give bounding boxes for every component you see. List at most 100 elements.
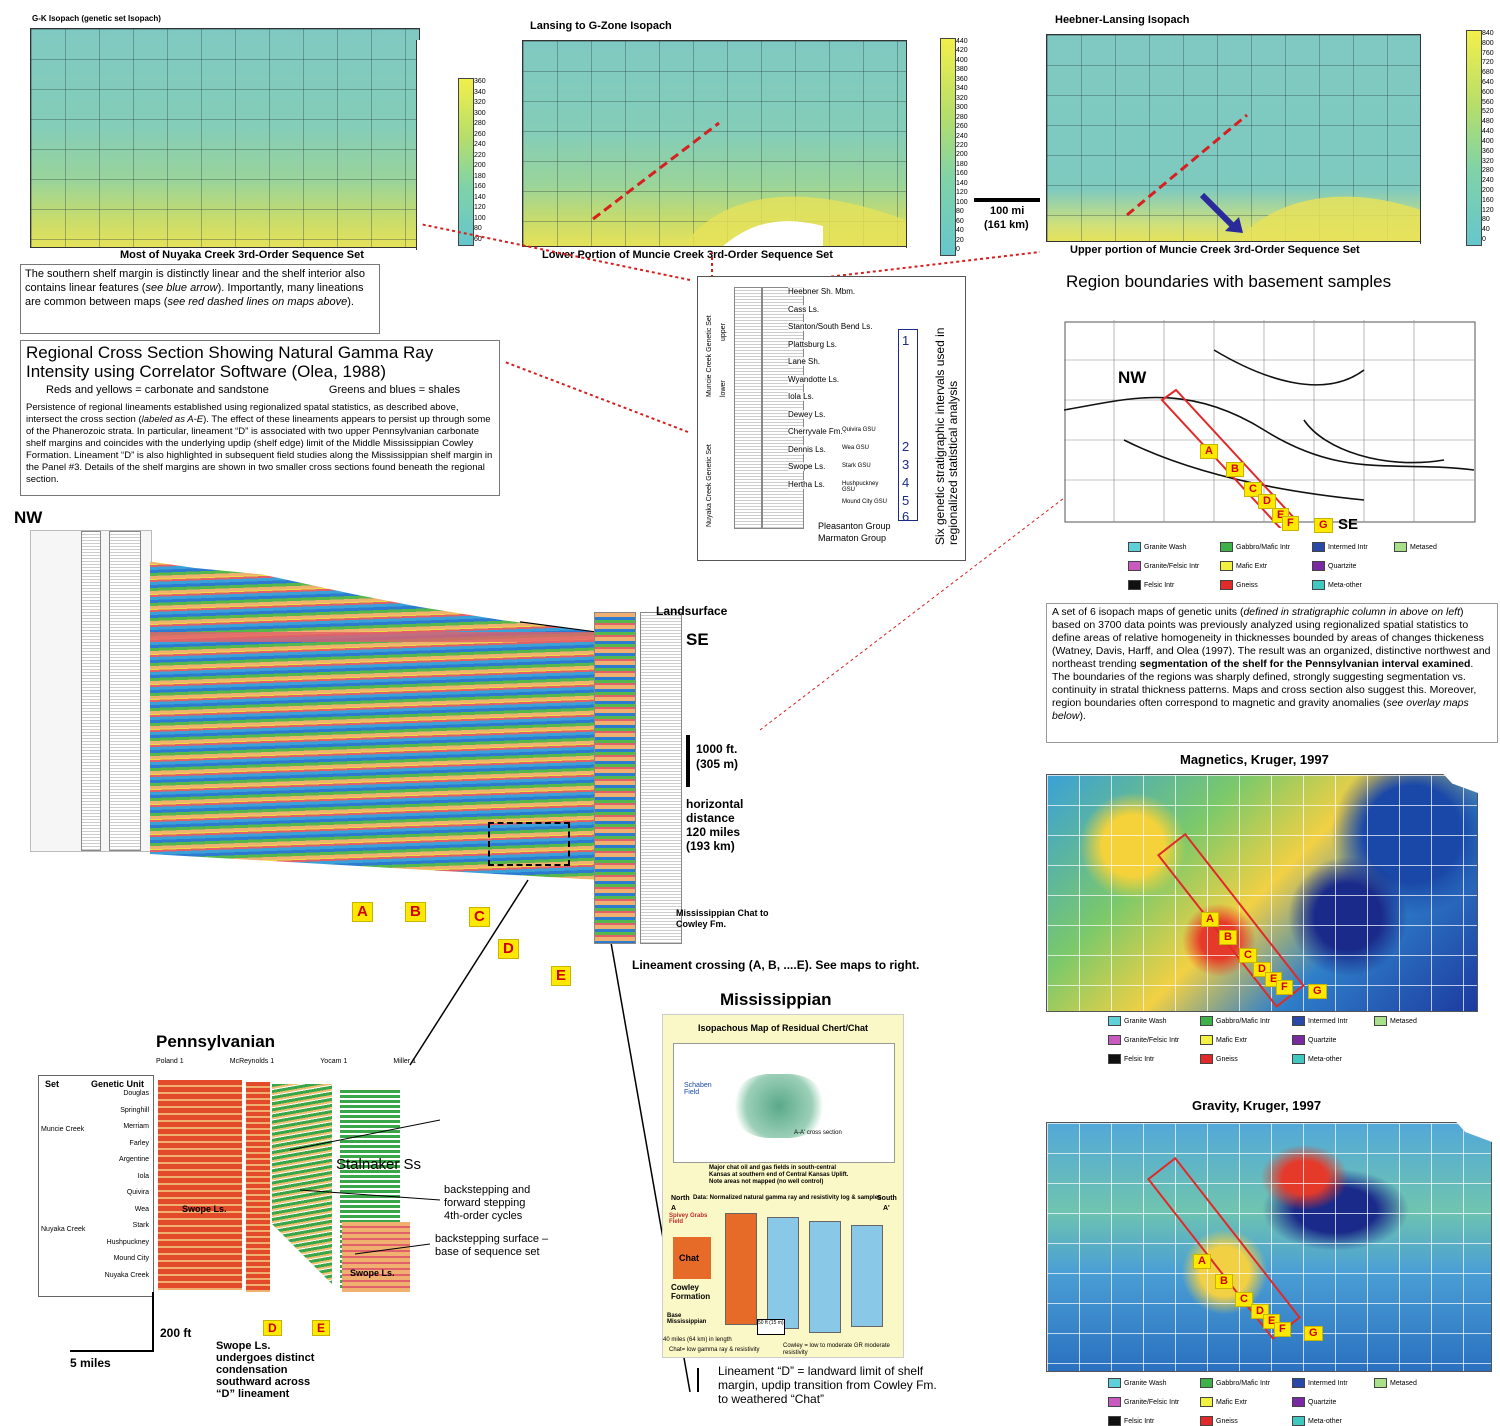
scale-bar-km: (161 km) (984, 219, 1029, 231)
map2-overlay (592, 121, 908, 246)
legend-label: Gneiss (1216, 1055, 1238, 1063)
colorbar-tick: 280 (474, 120, 486, 128)
legend-swatch (1394, 542, 1407, 552)
lansing-g-zone-isopach-map (522, 40, 909, 247)
legend-item: Granite/Felsic Intr (1128, 561, 1199, 571)
legend-label: Quartzite (1328, 562, 1357, 570)
legend-swatch (1312, 580, 1325, 590)
legend-swatch (1374, 1378, 1387, 1388)
a-label: A (671, 1205, 677, 1212)
map1-caption: Most of Nuyaka Creek 3rd-Order Sequence … (120, 249, 364, 261)
xsec-se-log-2 (640, 612, 682, 944)
gravity-legend: Granite Wash Gabbro/Mafic Intr Intermed In… (1108, 1378, 1438, 1426)
legend-item: Quartzite (1292, 1397, 1336, 1407)
legend-swatch (1220, 561, 1233, 571)
strat-gsu: Quivira GSU (842, 427, 876, 433)
xsec-nw-label: NW (14, 508, 43, 527)
colorbar-tick: 120 (474, 204, 486, 212)
legend-label: Mafic Extr (1216, 1036, 1248, 1044)
legend-item: Metased (1374, 1378, 1417, 1388)
legend-swatch (1200, 1378, 1213, 1388)
mississippian-panel: Isopachous Map of Residual Chert/Chat Sc… (662, 1014, 904, 1358)
xsec-left-logs (30, 530, 152, 852)
legend-label: Metased (1390, 1017, 1417, 1025)
legend-label: Gabbro/Mafic Intr (1216, 1017, 1271, 1025)
legend-item: Mafic Extr (1200, 1035, 1247, 1045)
colorbar-tick: 320 (474, 99, 486, 107)
legend-item: Gabbro/Mafic Intr (1220, 542, 1290, 552)
legend-swatch (1292, 1035, 1305, 1045)
legend-label: Felsic Intr (1124, 1055, 1155, 1063)
genetic-unit: Farley (129, 1139, 149, 1147)
regional-title: Regional Cross Section Showing Natural G… (26, 343, 434, 381)
penn-well-names: Poland 1 McReynolds 1 Yocam 1 Miller 1 (156, 1058, 416, 1065)
penn-vscale-label: 200 ft (160, 1326, 192, 1340)
colorbar-tick: 800 (1482, 39, 1494, 47)
legend-label: Granite Wash (1144, 543, 1187, 551)
lineament-d: D (498, 939, 519, 959)
penn-hscale (70, 1350, 154, 1352)
grav-b: B (1215, 1274, 1233, 1289)
mississippian-title: Mississippian (720, 990, 832, 1009)
gk-isopach-map (30, 28, 420, 248)
legend-label: Granite/Felsic Intr (1124, 1036, 1180, 1044)
legend-item: Granite Wash (1108, 1378, 1167, 1388)
miss-log-4 (851, 1225, 883, 1327)
strat-base-pleasanton: Pleasanton Group (818, 521, 891, 531)
lineament-c: C (469, 907, 490, 927)
legend-swatch (1108, 1416, 1121, 1426)
colorbar-tick: 280 (956, 113, 968, 121)
map3-title: Heebner-Lansing Isopach (1055, 14, 1190, 26)
strat-log-1 (734, 287, 762, 529)
legend-swatch (1128, 561, 1141, 571)
strat-unit: Cass Ls. (788, 304, 820, 314)
legend-swatch (1108, 1016, 1121, 1026)
map1-colorbar (458, 78, 474, 246)
genetic-unit-table: Set Genetic Unit Muncie Creek Nuyaka Cre… (38, 1075, 154, 1297)
interval-number: 3 (902, 457, 910, 472)
colorbar-tick: 160 (1482, 196, 1494, 204)
interval-number: 2 (902, 439, 910, 454)
chat-label: Chat (679, 1253, 699, 1263)
penn-lineament-d: D (263, 1320, 282, 1336)
chert-isopach-inset: Schaben Field A-A' cross section (673, 1043, 895, 1163)
legend-item: Gneiss (1220, 580, 1258, 590)
colorbar-tick: 360 (1482, 147, 1494, 155)
colorbar-tick: 100 (956, 198, 968, 206)
colorbar-tick: 520 (1482, 108, 1494, 116)
colorbar-tick: 340 (474, 88, 486, 96)
legend-swatch (1220, 580, 1233, 590)
legend-swatch (1200, 1397, 1213, 1407)
legend-item: Meta-other (1312, 580, 1362, 590)
colorbar-tick: 440 (956, 38, 968, 45)
region-boundaries-map (1064, 320, 1490, 528)
mag-g: G (1308, 984, 1327, 999)
strat-unit: Hertha Ls. (788, 479, 825, 489)
colorbar-tick: 120 (956, 189, 968, 197)
heebner-lansing-isopach-map (1046, 34, 1422, 242)
region-map-svg (1064, 320, 1476, 528)
colorbar-tick: 600 (1482, 88, 1494, 96)
colorbar-tick: 680 (1482, 69, 1494, 77)
legend-label: Gneiss (1236, 581, 1258, 589)
length-label: 40 miles (64 km) in length (663, 1337, 732, 1343)
penn-swope-lower (342, 1222, 410, 1292)
mag-b: B (1219, 930, 1237, 945)
interval-number: 5 (902, 493, 910, 508)
legend-item: Gabbro/Mafic Intr (1200, 1016, 1270, 1026)
swope-condensation-note: Swope Ls. undergoes distinct condensatio… (216, 1340, 315, 1400)
legend-item: Gneiss (1200, 1054, 1238, 1064)
spivey-label: Spivey Grabs Field (669, 1213, 708, 1225)
a-prime-label: A' (883, 1205, 890, 1212)
interval-number: 4 (902, 475, 910, 490)
genetic-unit: Merriam (123, 1123, 149, 1130)
lineament-note: Lineament crossing (A, B, ....E). See ma… (632, 958, 920, 972)
shelf-note: The southern shelf margin is distinctly … (20, 264, 380, 334)
legend-label: Gabbro/Mafic Intr (1216, 1379, 1271, 1387)
legend-label: Intermed Intr (1308, 1379, 1348, 1387)
genetic-unit: Hushpuckney (106, 1238, 149, 1246)
colorbar-tick: 320 (1482, 157, 1494, 165)
legend-item: Meta-other (1292, 1054, 1342, 1064)
lineament-b: B (405, 902, 426, 922)
